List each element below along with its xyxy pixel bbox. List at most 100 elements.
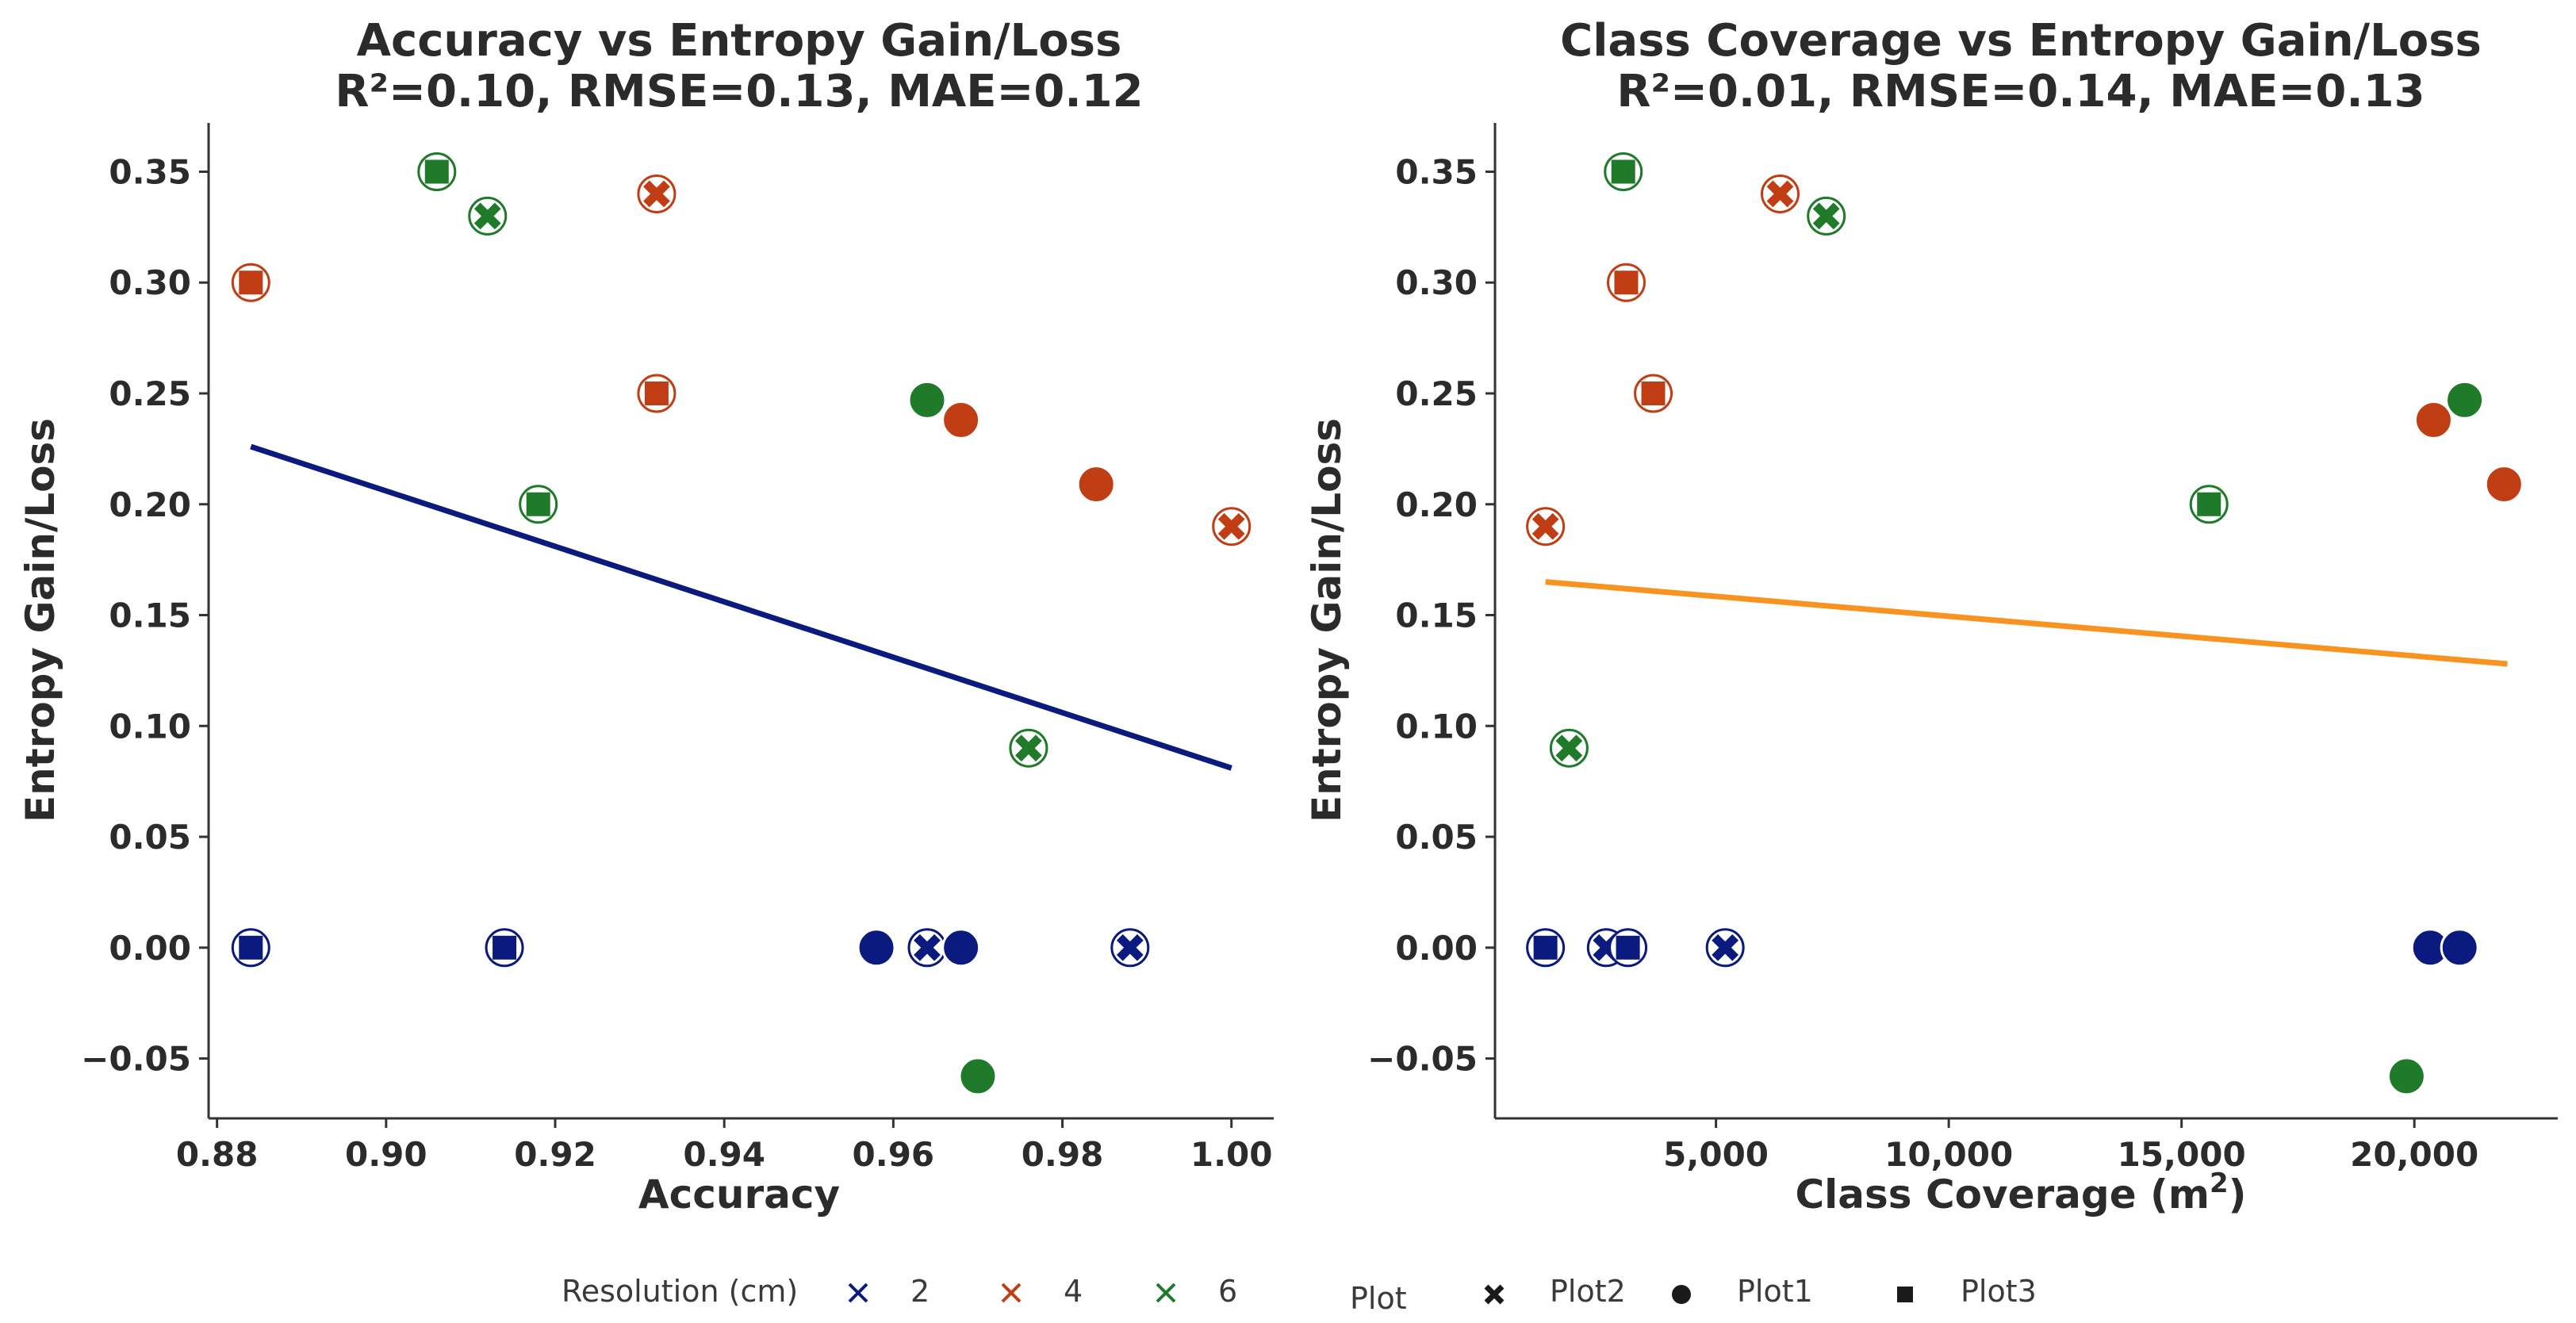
data-point — [2386, 1056, 2426, 1096]
data-point — [485, 928, 524, 968]
x-axis-label: Accuracy — [638, 1172, 840, 1218]
data-point — [2440, 928, 2479, 968]
y-tick-label: 0.20 — [1395, 485, 1478, 524]
legend-circle-icon — [1672, 1285, 1691, 1304]
marker-shape — [857, 928, 896, 968]
data-points — [231, 151, 1252, 1096]
marker-shape — [239, 935, 263, 960]
legend-resolution-label: 6 — [1218, 1274, 1237, 1309]
data-point — [958, 1056, 998, 1096]
axes — [1493, 123, 2558, 1120]
legend-x-icon — [1001, 1283, 1022, 1303]
marker-shape — [1611, 159, 1635, 184]
data-point — [1009, 728, 1048, 768]
y-tick-label: 0.10 — [1395, 707, 1478, 746]
y-tick-label: 0.05 — [109, 818, 191, 857]
x-tick-label: 1.00 — [1190, 1135, 1273, 1174]
legend-resolution-label: 4 — [1064, 1274, 1083, 1309]
y-tick-label: 0.30 — [1395, 263, 1478, 302]
legend-plot-label: Plot2 — [1550, 1274, 1626, 1309]
regression-line-group — [1545, 579, 2508, 667]
marker-shape — [1076, 465, 1116, 504]
x-tick-label: 20,000 — [2350, 1135, 2478, 1174]
y-axis-label: Entropy Gain/Loss — [17, 418, 63, 823]
y-tick-label: 0.15 — [109, 596, 191, 635]
data-point — [1076, 465, 1116, 504]
data-point — [941, 928, 981, 968]
legend-plot-label: Plot1 — [1737, 1274, 1813, 1309]
y-tick-label: 0.35 — [1395, 152, 1478, 191]
data-point — [1761, 174, 1800, 213]
data-point — [1526, 928, 1566, 968]
data-point — [2445, 380, 2485, 420]
data-point — [941, 401, 981, 440]
accuracy-chart: Accuracy vs Entropy Gain/Loss R²=0.10, R… — [17, 15, 1274, 1218]
data-point — [857, 928, 896, 968]
marker-shape — [473, 202, 501, 230]
marker-shape — [1641, 382, 1666, 406]
marker-shape — [1015, 734, 1042, 762]
marker-shape — [1616, 935, 1640, 960]
data-point — [1807, 196, 1846, 236]
marker-shape — [1555, 734, 1583, 762]
marker-shape — [2445, 380, 2485, 420]
regression-line — [1545, 579, 2508, 667]
y-tick-label: 0.25 — [109, 374, 191, 413]
marker-shape — [1531, 512, 1559, 540]
data-point — [2189, 485, 2229, 524]
data-point — [1606, 263, 1646, 302]
x-tick-label: 0.96 — [853, 1135, 935, 1174]
data-point — [417, 151, 457, 191]
marker-shape — [941, 928, 981, 968]
x-axis-label: Class Coverage (m2) — [1795, 1168, 2246, 1218]
regression-line-group — [250, 443, 1232, 771]
data-point — [519, 485, 558, 524]
legend-resolution-title: Resolution (cm) — [562, 1274, 798, 1309]
y-tick-label: 0.00 — [1395, 929, 1478, 968]
marker-shape — [1533, 935, 1558, 960]
legend-x-icon — [1484, 1284, 1505, 1305]
marker-shape — [941, 401, 981, 440]
x-tick-label: 0.92 — [514, 1135, 596, 1174]
data-point — [231, 928, 270, 968]
y-tick-label: 0.05 — [1395, 818, 1478, 857]
data-point — [637, 174, 677, 213]
marker-shape — [1217, 512, 1245, 540]
y-tick-label: −0.05 — [81, 1040, 191, 1079]
chart-subtitle: R²=0.10, RMSE=0.13, MAE=0.12 — [335, 66, 1143, 117]
data-point — [1705, 928, 1745, 968]
legend: Resolution (cm) Plot 2 4 6 Plot2 Plot1 Plot3 — [562, 1274, 2037, 1316]
data-point — [1604, 151, 1643, 191]
marker-shape — [907, 380, 947, 420]
legend-resolution-label: 2 — [910, 1274, 930, 1309]
marker-shape — [2440, 928, 2479, 968]
data-point — [907, 380, 947, 420]
marker-shape — [1712, 934, 1739, 961]
legend-x-icon — [848, 1283, 868, 1303]
data-point — [2484, 465, 2524, 504]
marker-shape — [2197, 492, 2221, 516]
x-tick-label: 0.94 — [683, 1135, 765, 1174]
marker-shape — [643, 180, 670, 208]
data-point — [1634, 374, 1673, 413]
x-axis-label-main: Class Coverage (m — [1795, 1172, 2210, 1218]
data-point — [907, 928, 947, 968]
coverage-chart: Class Coverage vs Entropy Gain/Loss R²=0… — [1304, 15, 2558, 1218]
x-tick-label: 0.90 — [345, 1135, 427, 1174]
legend-plot-title: Plot — [1350, 1281, 1407, 1316]
regression-line — [250, 443, 1232, 771]
y-axis-label: Entropy Gain/Loss — [1304, 418, 1350, 823]
chart-title: Class Coverage vs Entropy Gain/Loss — [1560, 15, 2482, 67]
legend-square-icon — [1897, 1287, 1913, 1302]
marker-shape — [493, 935, 517, 960]
ticks: 0.88 0.90 0.92 0.94 0.96 0.98 1.00 −0.05 0.00 0.0… — [81, 152, 1272, 1174]
marker-shape — [1116, 934, 1144, 961]
marker-shape — [1614, 270, 1639, 295]
marker-shape — [526, 492, 550, 516]
marker-shape — [424, 159, 449, 184]
chart-subtitle: R²=0.01, RMSE=0.14, MAE=0.13 — [1616, 66, 2425, 117]
legend-items: 2 4 6 Plot2 Plot1 Plot3 — [848, 1274, 2037, 1309]
y-tick-label: 0.10 — [109, 707, 191, 746]
ticks: 5,000 10,000 15,000 20,000 −0.05 0.00 0.05 0.10… — [1367, 152, 2478, 1174]
marker-shape — [644, 382, 669, 406]
